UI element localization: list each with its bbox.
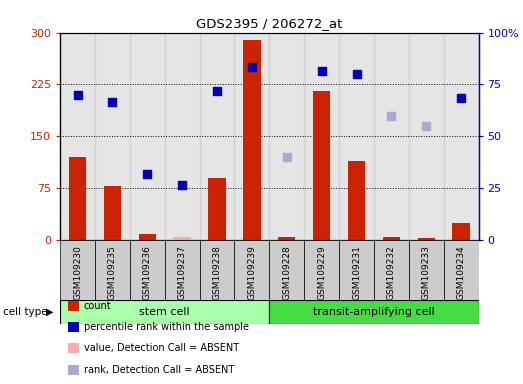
Text: GSM109231: GSM109231	[352, 245, 361, 300]
Text: percentile rank within the sample: percentile rank within the sample	[84, 322, 248, 333]
Text: stem cell: stem cell	[140, 307, 190, 317]
Bar	[200, 33, 234, 240]
Bar	[383, 237, 400, 240]
Bar	[374, 240, 409, 300]
Point	[213, 88, 221, 94]
Bar	[348, 161, 365, 240]
Bar	[234, 33, 269, 240]
Text: cell type: cell type	[3, 307, 47, 317]
Bar	[269, 240, 304, 300]
Bar	[339, 33, 374, 240]
Bar	[165, 240, 200, 300]
Text: rank, Detection Call = ABSENT: rank, Detection Call = ABSENT	[84, 364, 234, 375]
Bar	[60, 33, 95, 240]
Bar	[60, 300, 269, 324]
Bar	[304, 33, 339, 240]
Point	[457, 95, 465, 101]
Bar	[130, 33, 165, 240]
Bar	[243, 40, 260, 240]
Bar	[139, 235, 156, 240]
Bar	[130, 240, 165, 300]
Text: GSM109236: GSM109236	[143, 245, 152, 300]
Text: GSM109229: GSM109229	[317, 245, 326, 300]
Bar	[304, 240, 339, 300]
Point	[422, 123, 430, 129]
Text: GSM109230: GSM109230	[73, 245, 82, 300]
Text: GSM109234: GSM109234	[457, 245, 465, 300]
Bar	[278, 237, 295, 240]
Text: ▶: ▶	[46, 307, 53, 317]
Bar	[313, 91, 331, 240]
Bar	[95, 33, 130, 240]
Bar	[104, 186, 121, 240]
Bar	[269, 300, 479, 324]
Text: GSM109237: GSM109237	[178, 245, 187, 300]
Point	[248, 64, 256, 70]
Bar	[374, 33, 409, 240]
Bar	[60, 240, 95, 300]
Text: GSM109232: GSM109232	[387, 245, 396, 300]
Bar	[200, 240, 234, 300]
Bar	[234, 240, 269, 300]
Point	[143, 171, 152, 177]
Text: GSM109233: GSM109233	[422, 245, 431, 300]
Bar	[444, 240, 479, 300]
Point	[353, 71, 361, 77]
Bar	[409, 240, 444, 300]
Bar	[269, 33, 304, 240]
Text: GSM109239: GSM109239	[247, 245, 256, 300]
Bar	[417, 238, 435, 240]
Text: value, Detection Call = ABSENT: value, Detection Call = ABSENT	[84, 343, 239, 354]
Text: GSM109238: GSM109238	[212, 245, 222, 300]
Bar	[95, 240, 130, 300]
Bar	[444, 33, 479, 240]
Bar	[69, 157, 86, 240]
Text: GSM109228: GSM109228	[282, 245, 291, 300]
Bar	[165, 33, 200, 240]
Bar	[409, 33, 444, 240]
Text: count: count	[84, 301, 111, 311]
Title: GDS2395 / 206272_at: GDS2395 / 206272_at	[196, 17, 343, 30]
Bar	[339, 240, 374, 300]
Point	[282, 154, 291, 160]
Point	[317, 68, 326, 74]
Text: transit-amplifying cell: transit-amplifying cell	[313, 307, 435, 317]
Point	[73, 92, 82, 98]
Bar	[174, 237, 191, 240]
Bar	[208, 178, 226, 240]
Point	[387, 113, 395, 119]
Point	[108, 99, 117, 105]
Point	[178, 182, 186, 188]
Bar	[452, 223, 470, 240]
Text: GSM109235: GSM109235	[108, 245, 117, 300]
